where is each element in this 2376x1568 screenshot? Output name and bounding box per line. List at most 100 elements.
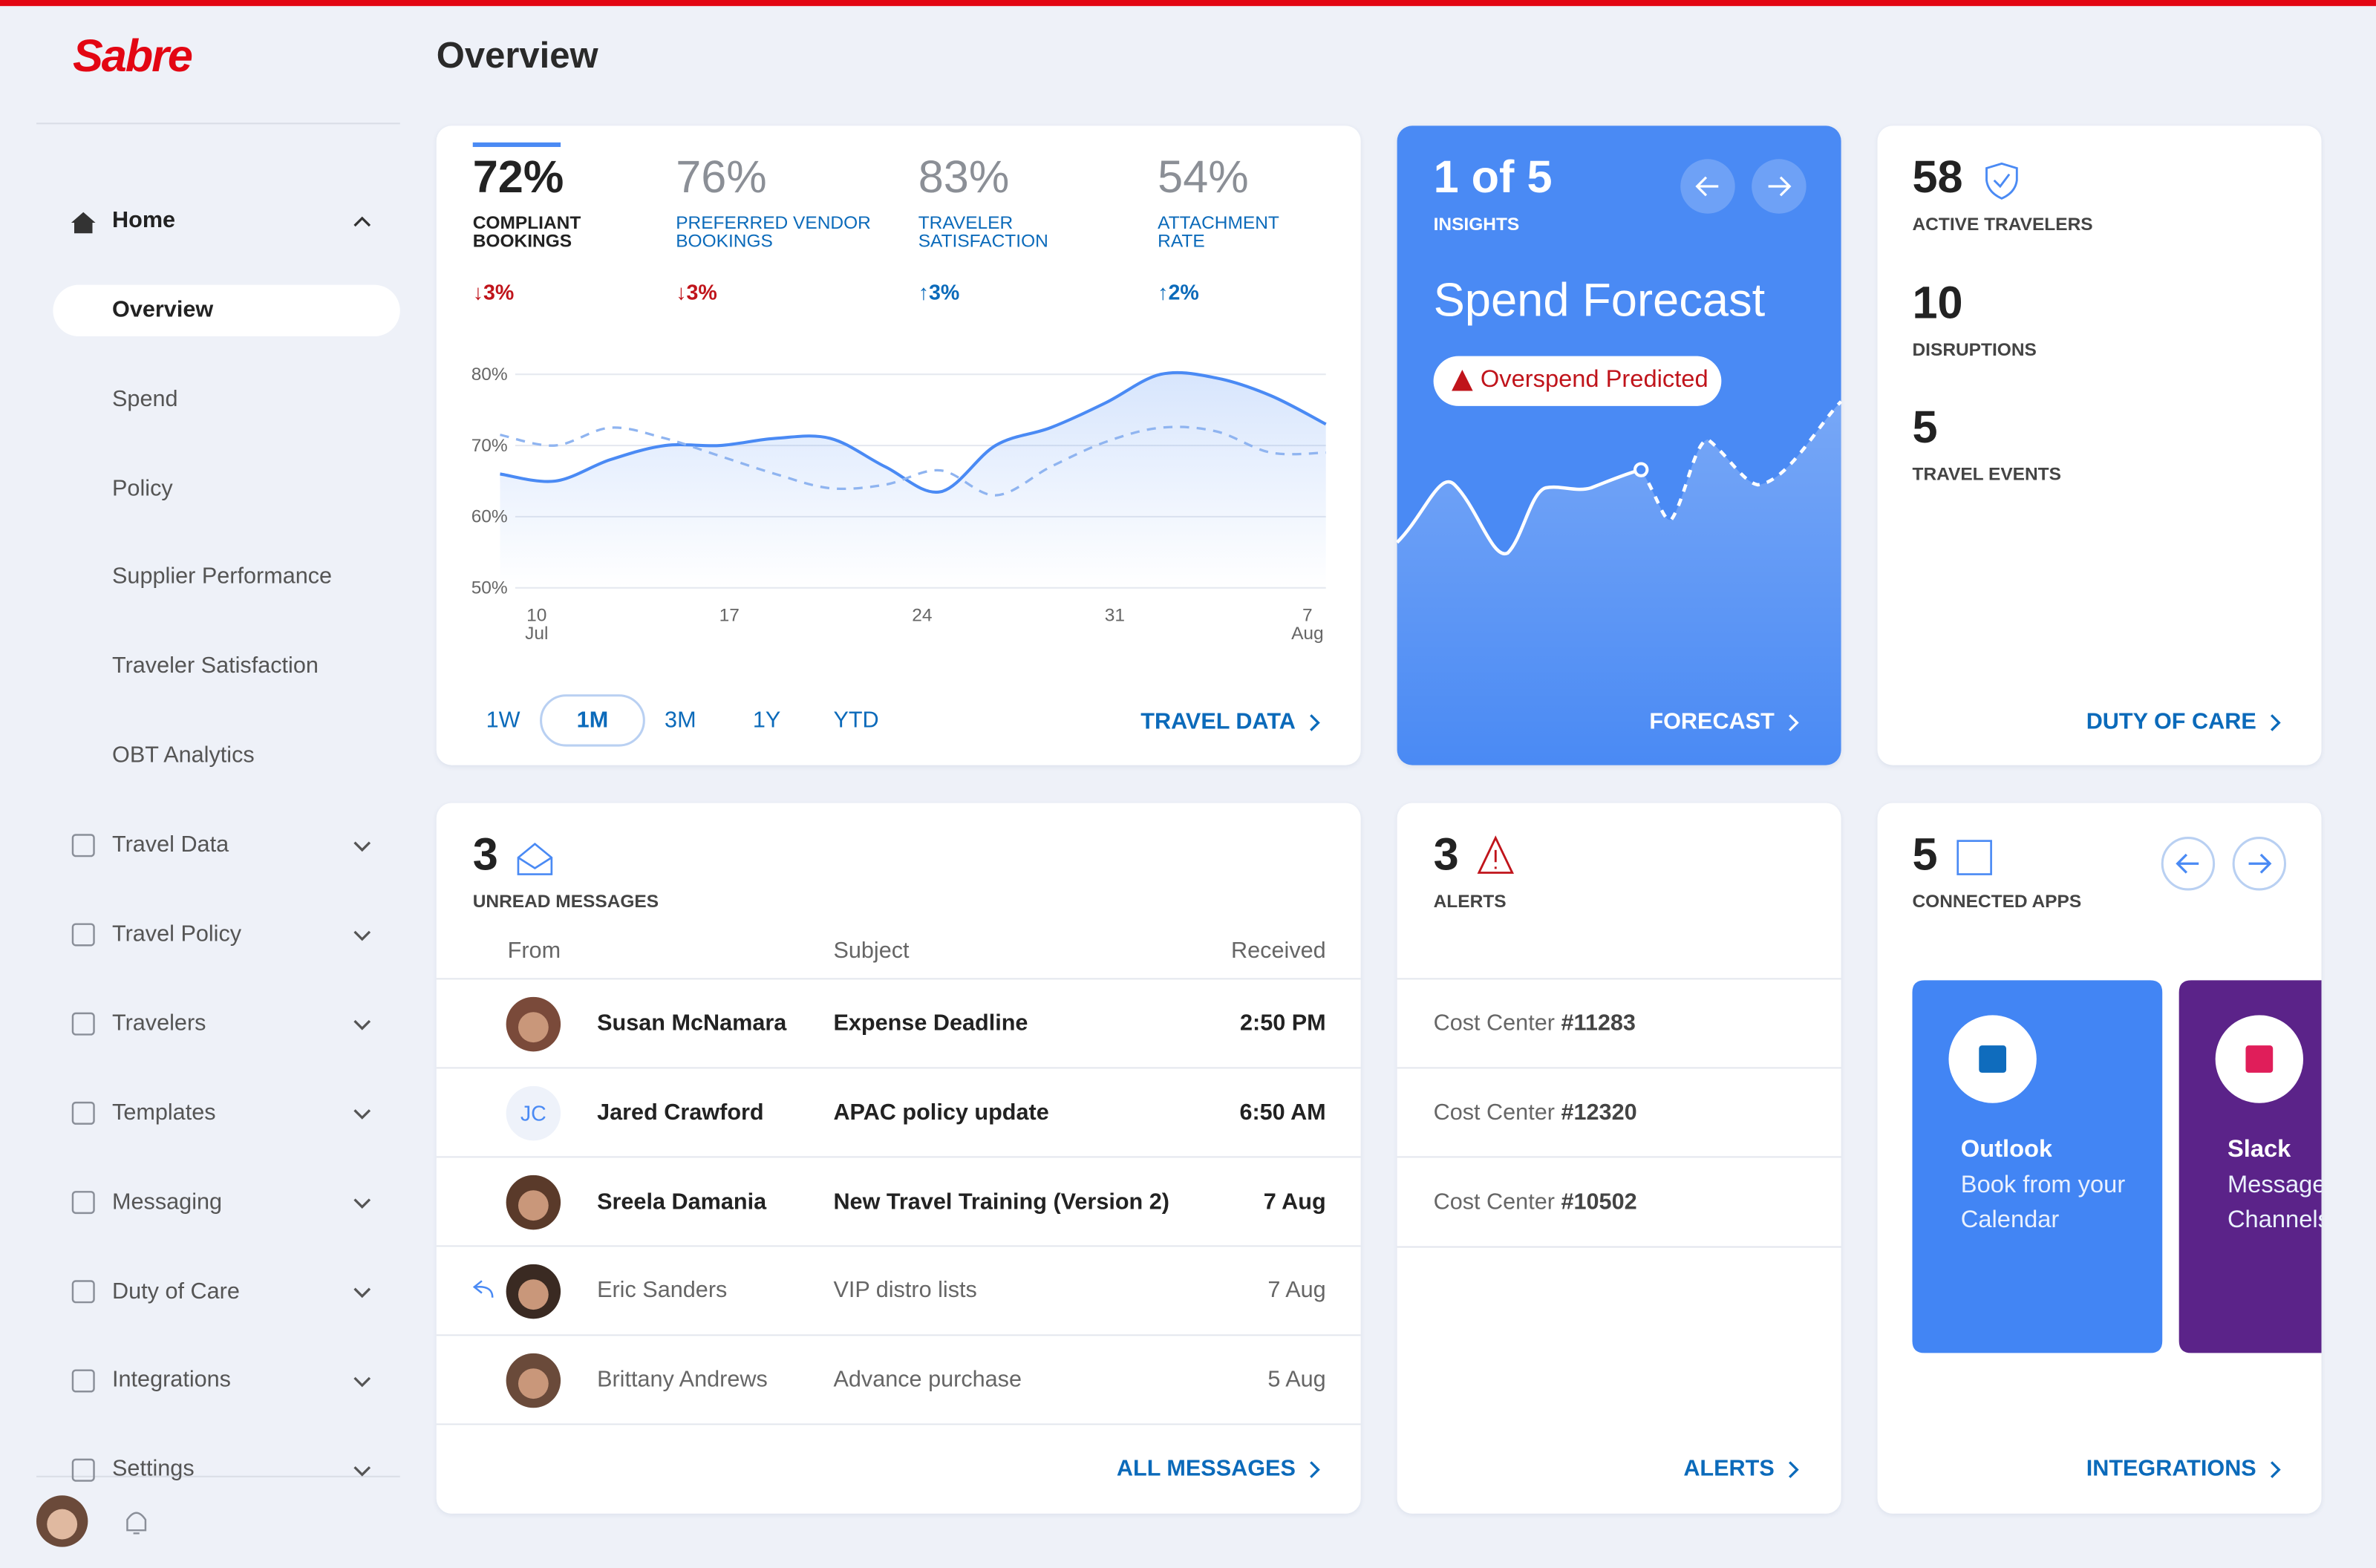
alert-icon: [1477, 835, 1514, 874]
bell-icon: [126, 1512, 147, 1535]
stat-value: 10: [1912, 278, 1963, 328]
divider: [36, 122, 400, 125]
message-subject[interactable]: Advance purchase: [833, 1367, 1022, 1393]
x-month-label: Jul: [525, 622, 549, 644]
arrow: [1695, 176, 1719, 197]
kpi-label: PREFERRED VENDOR BOOKINGS: [676, 212, 871, 252]
chevron: [353, 1109, 371, 1120]
nav-section[interactable]: Settings: [112, 1456, 195, 1483]
message-subject[interactable]: New Travel Training (Version 2): [833, 1189, 1169, 1215]
chevron: [353, 841, 371, 852]
range-button[interactable]: 1Y: [752, 708, 781, 734]
nav-item[interactable]: Spend: [112, 385, 178, 412]
stat-label: TRAVEL EVENTS: [1912, 463, 2061, 485]
nav-icon: [71, 1369, 95, 1393]
range-button[interactable]: 3M: [665, 708, 696, 734]
alert-prefix: Cost Center: [1433, 1189, 1555, 1215]
alerts-label: ALERTS: [1433, 890, 1507, 912]
badge: [1433, 356, 1722, 406]
nav-item[interactable]: Traveler Satisfaction: [112, 653, 319, 679]
stat-value: 58: [1912, 153, 1963, 203]
message-subject[interactable]: Expense Deadline: [833, 1010, 1028, 1036]
message-received: 2:50 PM: [1239, 1010, 1326, 1036]
chevron: [2271, 714, 2281, 731]
arrow: [2248, 853, 2272, 874]
x-tick-label: 24: [912, 604, 933, 626]
link[interactable]: DUTY OF CARE: [2086, 709, 2256, 735]
nav-home[interactable]: Home: [112, 207, 176, 234]
message-received: 7 Aug: [1263, 1189, 1326, 1215]
chevron: [353, 1287, 371, 1298]
message-from[interactable]: Susan McNamara: [597, 1010, 787, 1036]
nav-section[interactable]: Travel Policy: [112, 921, 242, 947]
app-desc: Message Channels: [2227, 1172, 2322, 1234]
column-header: Received: [1231, 938, 1326, 964]
kpi-value: 54%: [1158, 153, 1249, 203]
chevron: [2271, 1461, 2281, 1478]
sparkline: [1396, 468, 1642, 556]
range-button[interactable]: YTD: [833, 708, 879, 734]
alert-row[interactable]: Cost Center #11283: [1434, 1010, 1636, 1038]
chevron: [1310, 1461, 1320, 1478]
link[interactable]: ALERTS: [1683, 1456, 1775, 1482]
kpi-change: ↓3%: [676, 279, 717, 304]
message-received: 5 Aug: [1267, 1367, 1326, 1393]
link[interactable]: FORECAST: [1649, 709, 1775, 735]
range-button[interactable]: 1W: [486, 708, 520, 734]
avatar-face: [518, 1279, 549, 1310]
stats-card: [1877, 125, 2322, 765]
chevron: [353, 1466, 371, 1477]
insights-label: INSIGHTS: [1433, 213, 1520, 235]
divider: [36, 1475, 400, 1477]
alert-number: #12320: [1561, 1100, 1637, 1126]
app-desc: Book from your Calendar: [1960, 1172, 2126, 1234]
chevron: [1789, 1461, 1799, 1478]
message-subject[interactable]: APAC policy update: [833, 1100, 1049, 1126]
stat-value: 5: [1912, 402, 1938, 454]
nav-section[interactable]: Duty of Care: [112, 1278, 240, 1304]
nav-icon: [71, 1012, 95, 1036]
nav-item[interactable]: Policy: [112, 474, 173, 501]
link[interactable]: INTEGRATIONS: [2086, 1456, 2256, 1482]
nav-item[interactable]: Supplier Performance: [112, 564, 333, 590]
avatar-initials: JC: [520, 1100, 546, 1126]
avatar-face: [518, 1190, 549, 1221]
nav-section[interactable]: Travelers: [112, 1010, 206, 1036]
message-from[interactable]: Sreela Damania: [597, 1189, 767, 1215]
link[interactable]: TRAVEL DATA: [1140, 709, 1296, 735]
shield-icon: [1985, 162, 2018, 200]
message-from[interactable]: Brittany Andrews: [597, 1367, 768, 1393]
page-title: Overview: [436, 36, 598, 77]
alert-row[interactable]: Cost Center #10502: [1434, 1189, 1637, 1216]
range-button[interactable]: 1M: [576, 708, 609, 734]
app-name[interactable]: Slack: [2227, 1137, 2291, 1163]
message-from[interactable]: Jared Crawford: [597, 1100, 764, 1126]
alert-prefix: Cost Center: [1433, 1010, 1555, 1036]
badge-text: Overspend Predicted: [1480, 367, 1708, 393]
alert-row[interactable]: Cost Center #12320: [1434, 1100, 1637, 1127]
alerts-card: [1397, 803, 1841, 1514]
nav-section[interactable]: Travel Data: [112, 832, 229, 858]
nav-item[interactable]: Overview: [112, 296, 214, 323]
x-tick-label: 31: [1104, 604, 1125, 626]
app-name[interactable]: Outlook: [1960, 1137, 2053, 1163]
message-from[interactable]: Eric Sanders: [597, 1278, 728, 1304]
nav-section[interactable]: Messaging: [112, 1189, 223, 1215]
nav-section[interactable]: Integrations: [112, 1367, 231, 1394]
user-face: [47, 1509, 78, 1540]
message-received: 6:50 AM: [1239, 1100, 1326, 1126]
x-tick-label: 10: [526, 604, 547, 626]
avatar: [506, 1085, 561, 1141]
message-subject[interactable]: VIP distro lists: [833, 1278, 977, 1304]
link[interactable]: ALL MESSAGES: [1116, 1456, 1296, 1482]
kpi-indicator: [472, 142, 561, 147]
nav-section[interactable]: Templates: [112, 1099, 216, 1126]
arrow: [1768, 176, 1792, 197]
stat-label: ACTIVE TRAVELERS: [1912, 213, 2093, 235]
kpi-label: TRAVELER SATISFACTION: [918, 212, 1048, 252]
messages-label: UNREAD MESSAGES: [472, 890, 659, 912]
arrow: [2176, 853, 2199, 874]
nav-item[interactable]: OBT Analytics: [112, 742, 255, 768]
warning-icon: [1452, 369, 1473, 391]
